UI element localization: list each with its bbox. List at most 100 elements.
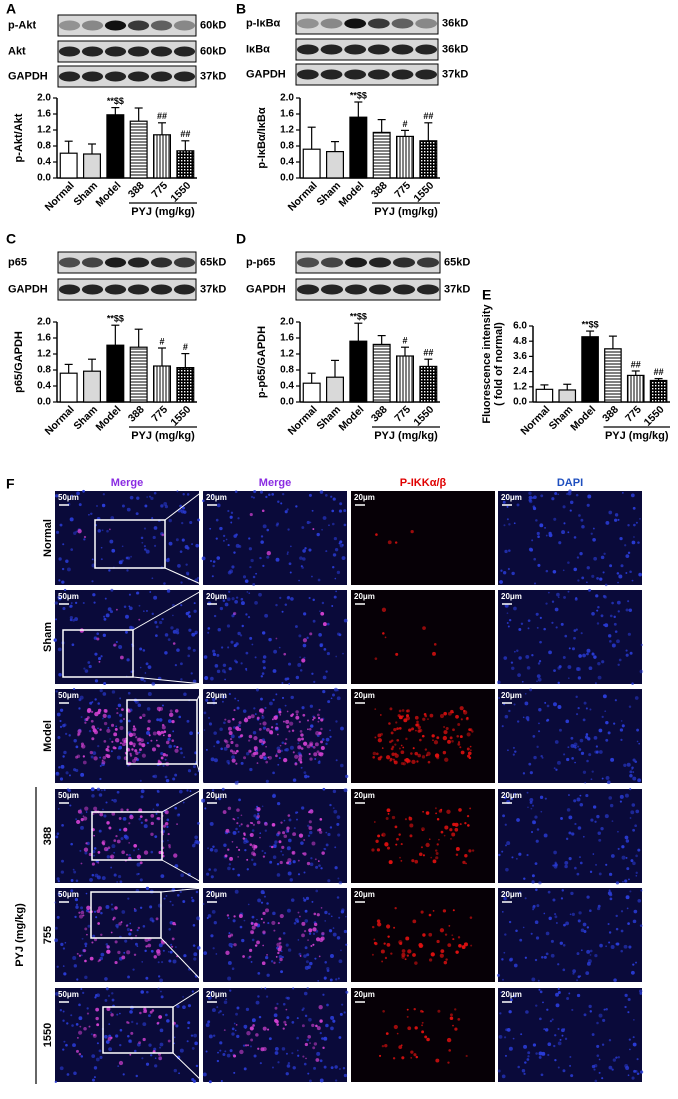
nucleus	[339, 540, 343, 544]
nucleus	[536, 626, 539, 629]
nucleus	[554, 861, 557, 864]
nucleus	[253, 1054, 257, 1058]
signal	[308, 727, 312, 731]
nucleus	[105, 1040, 110, 1044]
nucleus	[102, 493, 105, 496]
signal	[238, 914, 243, 918]
blot-band	[415, 18, 438, 29]
nucleus	[69, 517, 74, 522]
nucleus	[100, 789, 103, 792]
nucleus	[252, 583, 256, 586]
nucleus	[137, 703, 142, 707]
signal	[396, 727, 400, 731]
nucleus	[305, 960, 309, 964]
nucleus	[325, 742, 328, 746]
signal	[310, 944, 313, 947]
nucleus	[165, 895, 168, 897]
nucleus	[179, 504, 183, 508]
nucleus	[639, 518, 641, 520]
nucleus	[282, 1002, 286, 1006]
signal	[295, 710, 299, 714]
nucleus	[156, 790, 160, 794]
nucleus	[268, 637, 272, 642]
nucleus	[231, 967, 235, 970]
nucleus	[70, 548, 74, 551]
nucleus	[135, 512, 139, 516]
nucleus	[284, 510, 288, 514]
nucleus	[579, 861, 583, 865]
nucleus	[127, 1035, 130, 1038]
nucleus	[617, 581, 619, 584]
signal	[116, 711, 119, 715]
nucleus	[303, 991, 308, 996]
nucleus	[336, 896, 340, 899]
nucleus	[183, 510, 187, 514]
signal	[400, 744, 403, 747]
nucleus	[546, 719, 549, 722]
significance-label: #	[183, 342, 188, 352]
nucleus	[631, 579, 634, 582]
nucleus	[148, 1014, 151, 1018]
nucleus	[216, 1059, 220, 1063]
nucleus	[547, 1053, 550, 1057]
nucleus	[568, 992, 571, 995]
nucleus	[297, 742, 300, 745]
nucleus	[169, 950, 173, 954]
nucleus	[504, 1054, 507, 1057]
nucleus	[206, 872, 210, 876]
nucleus	[118, 828, 122, 832]
y-axis-label: p-Akt/Akt	[13, 113, 25, 162]
nucleus	[280, 950, 283, 953]
significance-label: ##	[180, 129, 190, 139]
nucleus	[324, 1037, 327, 1041]
nucleus	[517, 673, 521, 677]
signal	[125, 924, 129, 927]
nucleus	[571, 912, 575, 916]
nucleus	[271, 493, 275, 496]
nucleus	[614, 630, 618, 633]
nucleus	[564, 1037, 568, 1040]
nucleus	[80, 825, 84, 830]
signal	[236, 808, 240, 812]
x-tick-label: 388	[126, 403, 147, 424]
signal	[377, 756, 382, 761]
nucleus	[630, 810, 635, 815]
blot-label: p65	[8, 256, 27, 268]
blot-frame	[57, 278, 197, 301]
signal	[406, 1015, 409, 1018]
nucleus	[78, 698, 82, 702]
signal	[251, 753, 256, 758]
nucleus	[216, 740, 220, 744]
signal	[265, 908, 270, 913]
nucleus	[182, 996, 184, 998]
bar	[326, 151, 345, 179]
micrograph	[498, 988, 642, 1082]
nucleus	[619, 800, 622, 803]
nucleus	[551, 497, 555, 501]
signal	[384, 956, 388, 960]
signal	[226, 914, 230, 917]
signal	[160, 756, 164, 760]
signal	[236, 846, 238, 849]
signal	[82, 760, 87, 765]
signal	[419, 738, 422, 742]
nucleus	[214, 848, 218, 853]
signal	[84, 721, 87, 724]
signal	[443, 726, 445, 728]
nucleus	[221, 669, 226, 673]
nucleus	[100, 655, 103, 658]
nucleus	[284, 603, 288, 607]
signal	[244, 717, 247, 720]
nucleus	[58, 557, 62, 561]
signal	[415, 1055, 419, 1059]
nucleus	[596, 609, 599, 612]
nucleus	[259, 556, 262, 560]
nucleus	[172, 959, 177, 964]
blot-band	[296, 44, 319, 55]
signal	[412, 919, 417, 924]
nucleus	[503, 796, 507, 800]
nucleus	[568, 815, 573, 820]
bar	[419, 365, 438, 403]
nucleus	[115, 923, 119, 928]
nucleus	[272, 771, 275, 775]
